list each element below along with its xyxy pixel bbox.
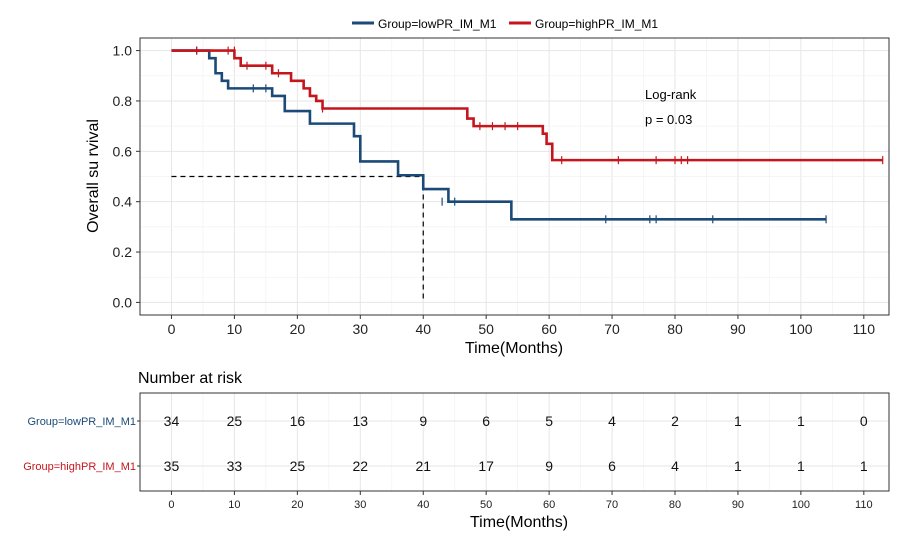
risk-count: 6 [482,413,490,429]
x-tick-label: 90 [730,321,746,337]
survival-plot: 0.0 0.2 0.4 0.6 0.8 1.0 0 10 20 30 40 50 60 70 80 90 10… [85,37,890,357]
y-tick-label: 0.4 [113,194,133,210]
legend: Group=lowPR_IM_M1 Group=highPR_IM_M1 [352,17,658,31]
risk-count: 0 [860,413,868,429]
x-tick-label: 100 [789,321,813,337]
x-tick-label: 10 [227,321,243,337]
risk-count: 21 [415,458,431,474]
y-axis-title: Overall su rvival [85,119,102,233]
y-tick-label: 1.0 [113,43,133,59]
risk-count: 9 [545,458,553,474]
main-gridlines [140,38,889,315]
x-tick-label: 110 [853,321,876,337]
risk-count: 17 [478,458,494,474]
risk-row-high: Group=highPR_IM_M1 35 33 25 22 21 17 9 6 4 1 1 1 [23,458,868,474]
risk-count: 34 [164,413,180,429]
risk-count: 16 [290,413,306,429]
risk-x-tick-label: 60 [543,499,555,511]
risk-row-label: Group=highPR_IM_M1 [23,461,136,473]
y-tick-label: 0.2 [113,244,133,260]
survival-curves [171,46,884,224]
series-low [171,46,827,224]
risk-x-tick-label: 0 [168,499,174,511]
risk-rows: Group=lowPR_IM_M1 34 25 16 13 9 6 5 4 2 1 1 0Group=h… [23,413,868,474]
risk-table: Number at risk Group=lowPR_IM_M1 34 25 16 13… [23,370,890,531]
risk-count: 6 [608,458,616,474]
risk-count: 9 [419,413,427,429]
risk-count: 1 [797,458,805,474]
risk-x-tick-label: 70 [606,499,618,511]
risk-x-tick-label: 10 [228,499,240,511]
risk-count: 4 [671,458,679,474]
risk-x-axis: 0 10 20 30 40 50 60 70 80 90 100 110 [168,491,873,511]
risk-count: 22 [353,458,369,474]
risk-count: 2 [671,413,679,429]
risk-count: 1 [860,458,868,474]
risk-panel-border [139,392,890,492]
median-survival-lines [171,175,424,303]
risk-count: 4 [608,413,616,429]
risk-count: 25 [290,458,306,474]
y-tick-label: 0.0 [113,294,133,310]
risk-count: 25 [227,413,243,429]
x-tick-label: 60 [541,321,557,337]
risk-x-tick-label: 30 [354,499,366,511]
x-tick-label: 70 [604,321,620,337]
risk-x-tick-label: 20 [291,499,303,511]
series-high [171,46,884,165]
survival-curve-line [171,49,827,221]
plot-panel-border [139,37,890,316]
x-tick-label: 20 [290,321,306,337]
risk-count: 33 [227,458,243,474]
risk-x-tick-label: 90 [732,499,744,511]
x-axis-title: Time(Months) [465,340,563,357]
risk-count: 1 [797,413,805,429]
y-axis: 0.0 0.2 0.4 0.6 0.8 1.0 [113,43,140,310]
x-tick-label: 50 [478,321,494,337]
risk-count: 35 [164,458,180,474]
risk-x-tick-label: 50 [480,499,492,511]
x-tick-label: 30 [353,321,369,337]
risk-count: 1 [734,458,742,474]
legend-label-high: Group=highPR_IM_M1 [535,17,658,31]
risk-x-tick-label: 110 [855,499,873,511]
x-tick-label: 0 [168,321,176,337]
legend-label-low: Group=lowPR_IM_M1 [378,17,497,31]
risk-x-axis-title: Time(Months) [470,514,568,531]
risk-x-tick-label: 40 [417,499,429,511]
y-tick-label: 0.6 [113,143,133,159]
survival-curve-line [171,49,883,162]
risk-row-label: Group=lowPR_IM_M1 [27,416,136,428]
logrank-label: Log-rank [645,87,697,102]
x-axis: 0 10 20 30 40 50 60 70 80 90 100 110 [168,315,876,337]
x-tick-label: 80 [667,321,683,337]
risk-count: 5 [545,413,553,429]
logrank-pvalue: p = 0.03 [645,112,692,127]
risk-count: 1 [734,413,742,429]
risk-table-title: Number at risk [138,370,243,387]
risk-row-low: Group=lowPR_IM_M1 34 25 16 13 9 6 5 4 2 1 1 0 [27,413,867,429]
x-tick-label: 40 [415,321,431,337]
risk-x-tick-label: 80 [669,499,681,511]
y-tick-label: 0.8 [113,93,133,109]
risk-x-tick-label: 100 [792,499,810,511]
risk-count: 13 [353,413,369,429]
risk-gridlines [140,393,889,491]
